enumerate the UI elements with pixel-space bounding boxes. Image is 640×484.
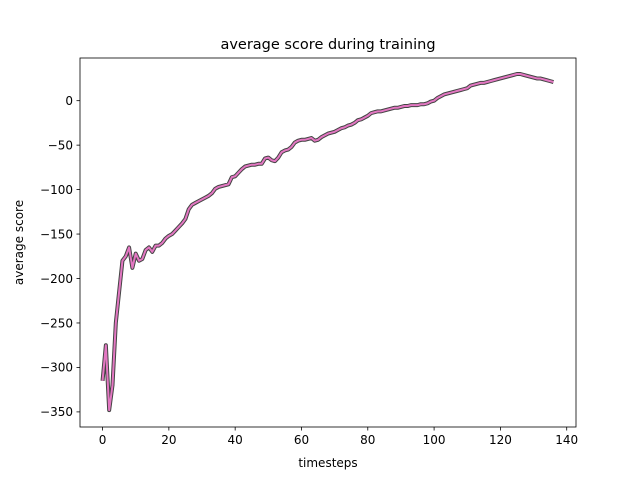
x-tick-label: 140 [555, 433, 578, 447]
y-tick-label: −300 [40, 361, 73, 375]
y-tick-label: −350 [40, 405, 73, 419]
axes-frame [79, 57, 577, 428]
x-tick-label: 80 [360, 433, 375, 447]
y-tick-label: −250 [40, 316, 73, 330]
plot-area [100, 72, 554, 413]
x-tick-label: 20 [161, 433, 176, 447]
axis-ticks: 0 20 40 60 80 100 120 140 −350 −300 −250 −200 −150 −1… [40, 94, 578, 447]
x-tick-label: 120 [489, 433, 512, 447]
y-tick-label: −100 [40, 183, 73, 197]
score-line [101, 73, 554, 412]
y-tick-label: 0 [65, 94, 73, 108]
chart-title: average score during training [220, 37, 435, 53]
y-axis-label: average score [12, 200, 26, 285]
x-axis-label: timesteps [298, 456, 357, 470]
x-tick-label: 0 [99, 433, 107, 447]
x-tick-label: 100 [423, 433, 446, 447]
x-tick-label: 60 [294, 433, 309, 447]
y-tick-label: −200 [40, 272, 73, 286]
y-tick-label: −150 [40, 227, 73, 241]
y-tick-label: −50 [48, 138, 73, 152]
x-tick-label: 40 [228, 433, 243, 447]
